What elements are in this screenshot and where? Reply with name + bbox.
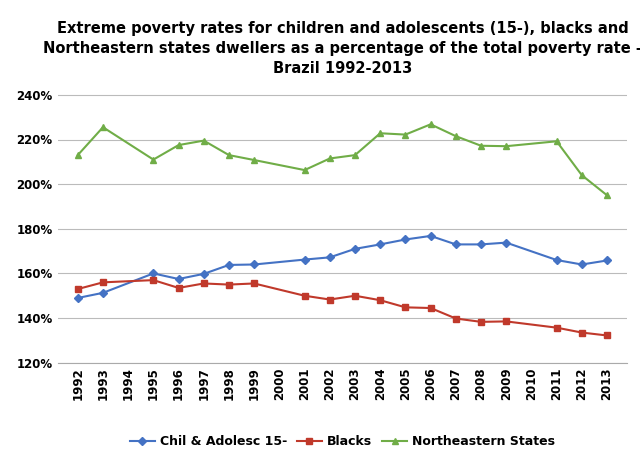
Northeastern States [553, 139, 561, 144]
Northeastern States [477, 143, 485, 148]
Blacks [74, 286, 82, 292]
Northeastern States [326, 156, 333, 161]
Northeastern States [452, 133, 460, 139]
Blacks [376, 298, 384, 303]
Northeastern States [175, 142, 182, 148]
Northeastern States [99, 125, 107, 130]
Blacks [175, 285, 182, 291]
Blacks [301, 293, 308, 299]
Northeastern States [427, 121, 435, 127]
Chil & Adolesc 15- [376, 242, 384, 247]
Northeastern States [376, 131, 384, 136]
Northeastern States [603, 193, 611, 198]
Chil & Adolesc 15- [401, 237, 409, 242]
Chil & Adolesc 15- [200, 271, 207, 277]
Chil & Adolesc 15- [99, 290, 107, 296]
Blacks [225, 282, 233, 287]
Northeastern States [351, 153, 359, 158]
Northeastern States [150, 157, 157, 162]
Blacks [150, 277, 157, 283]
Blacks [99, 279, 107, 285]
Northeastern States [74, 153, 82, 158]
Chil & Adolesc 15- [326, 254, 333, 260]
Chil & Adolesc 15- [250, 262, 258, 267]
Blacks [553, 325, 561, 331]
Chil & Adolesc 15- [603, 258, 611, 263]
Blacks [452, 316, 460, 321]
Legend: Chil & Adolesc 15-, Blacks, Northeastern States: Chil & Adolesc 15-, Blacks, Northeastern… [125, 430, 560, 453]
Chil & Adolesc 15- [477, 242, 485, 247]
Chil & Adolesc 15- [351, 246, 359, 252]
Blacks [200, 281, 207, 286]
Chil & Adolesc 15- [150, 271, 157, 276]
Line: Blacks: Blacks [75, 277, 610, 338]
Blacks [250, 281, 258, 286]
Chil & Adolesc 15- [175, 276, 182, 282]
Northeastern States [502, 143, 510, 149]
Blacks [578, 330, 586, 335]
Blacks [401, 305, 409, 310]
Line: Northeastern States: Northeastern States [75, 121, 610, 198]
Blacks [502, 319, 510, 324]
Title: Extreme poverty rates for children and adolescents (15-), blacks and
Northeaster: Extreme poverty rates for children and a… [43, 21, 640, 76]
Blacks [326, 297, 333, 302]
Chil & Adolesc 15- [452, 242, 460, 247]
Northeastern States [301, 167, 308, 173]
Northeastern States [401, 132, 409, 137]
Chil & Adolesc 15- [427, 233, 435, 239]
Chil & Adolesc 15- [74, 295, 82, 301]
Chil & Adolesc 15- [301, 257, 308, 262]
Chil & Adolesc 15- [225, 262, 233, 268]
Blacks [351, 293, 359, 299]
Chil & Adolesc 15- [553, 257, 561, 263]
Northeastern States [225, 153, 233, 158]
Northeastern States [200, 138, 207, 143]
Blacks [427, 305, 435, 311]
Northeastern States [578, 173, 586, 178]
Line: Chil & Adolesc 15-: Chil & Adolesc 15- [75, 233, 610, 301]
Northeastern States [250, 157, 258, 163]
Blacks [477, 319, 485, 325]
Chil & Adolesc 15- [578, 262, 586, 267]
Blacks [603, 332, 611, 338]
Chil & Adolesc 15- [502, 240, 510, 246]
